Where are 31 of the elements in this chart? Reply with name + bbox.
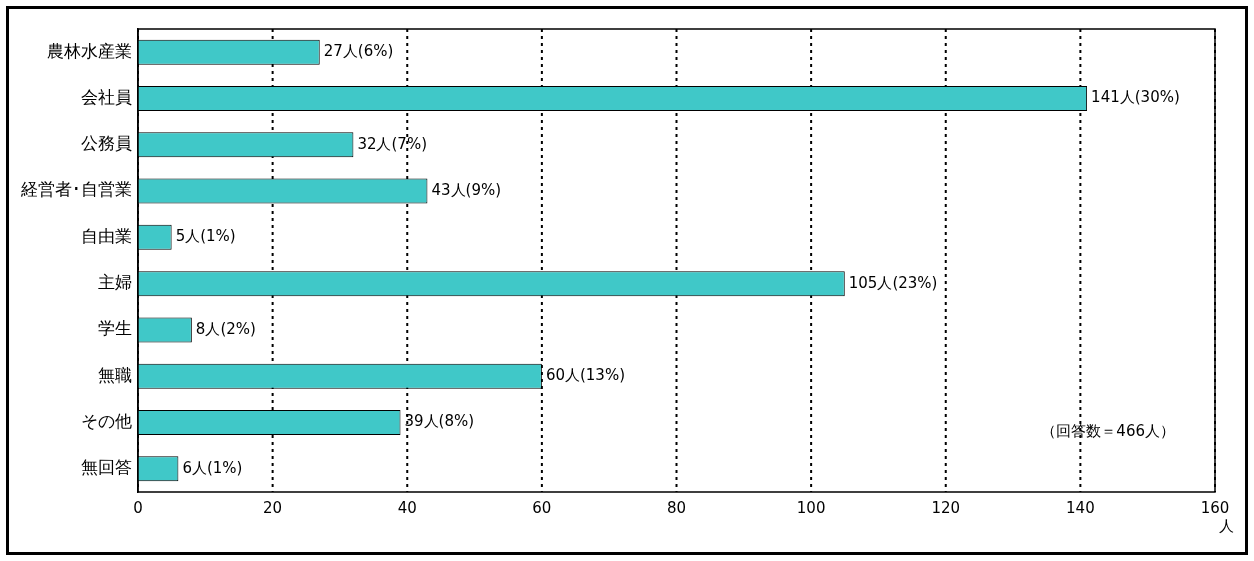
data-label: 6人(1%) [182, 458, 243, 477]
y-tick-label: 農林水産業 [47, 40, 132, 61]
data-label: 60人(13%) [545, 366, 626, 385]
y-tick-label: 無回答 [81, 457, 132, 478]
x-tick-label: 60 [532, 498, 552, 517]
y-tick-label: 主婦 [98, 272, 132, 293]
data-label: 27人(6%) [323, 42, 394, 61]
y-tick-label: その他 [81, 410, 132, 431]
x-tick-label: 40 [397, 498, 417, 517]
x-tick-label: 120 [931, 498, 961, 517]
x-tick-label: 140 [1066, 498, 1095, 517]
y-tick-label: 会社員 [81, 86, 132, 107]
x-tick-label: 20 [263, 498, 283, 517]
data-label: 141人(30%) [1091, 88, 1180, 107]
data-label: 5人(1%) [175, 227, 236, 246]
x-tick-label: 80 [666, 498, 687, 517]
annotation: （回答数＝466人） [1041, 421, 1175, 440]
data-label: 43人(9%) [431, 180, 502, 199]
x-tick-label: 100 [796, 498, 826, 517]
y-tick-label: 公務員 [81, 133, 132, 154]
y-tick-label: 無職 [98, 364, 132, 385]
data-label: 8人(2%) [195, 319, 256, 338]
x-tick-label: 160 [1200, 498, 1230, 517]
y-tick-label: 経営者･自営業 [20, 179, 132, 200]
data-label: 39人(8%) [404, 412, 475, 431]
x-tick-label: 0 [133, 498, 143, 517]
x-axis-title: 人 [1219, 517, 1234, 536]
y-tick-label: 学生 [98, 318, 132, 339]
y-tick-label: 自由業 [81, 225, 132, 246]
data-label: 32人(7%) [357, 134, 427, 153]
data-label: 105人(23%) [848, 273, 938, 292]
